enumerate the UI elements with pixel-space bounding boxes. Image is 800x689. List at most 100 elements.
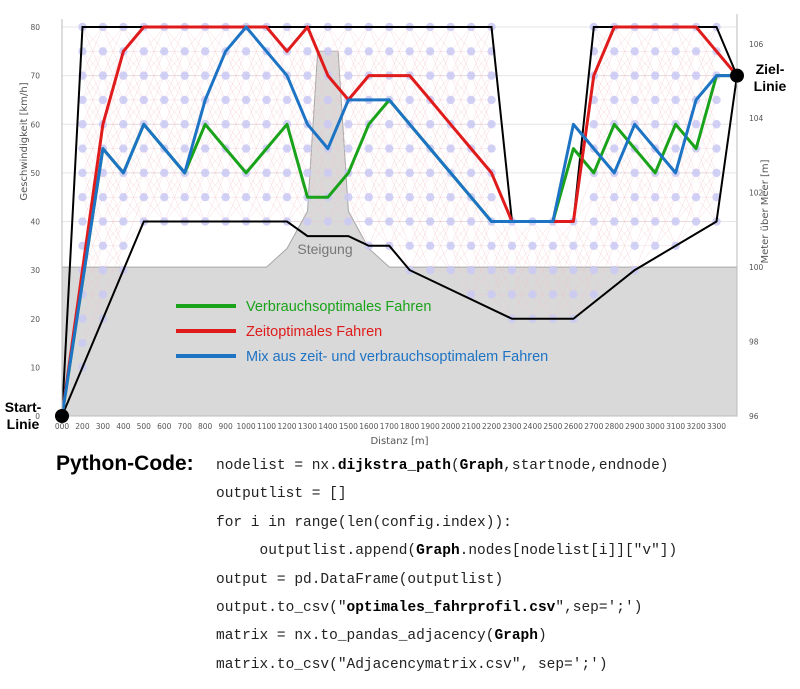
graph-edge <box>634 75 656 125</box>
graph-node <box>282 95 292 105</box>
x-tick-label: 800 <box>198 422 213 431</box>
graph-edge <box>532 270 554 319</box>
graph-edge <box>307 51 329 76</box>
code-block: nodelist = nx.dijkstra_path(Graph,startn… <box>216 452 677 679</box>
graph-edge <box>430 26 451 52</box>
graph-node <box>262 95 271 105</box>
graph-edge <box>409 51 431 76</box>
graph-edge <box>409 221 431 246</box>
graph-edge <box>164 99 185 125</box>
graph-node <box>589 241 599 251</box>
x-tick-label: 900 <box>218 422 233 431</box>
graph-edge <box>327 148 349 198</box>
graph-edge <box>82 294 104 319</box>
graph-edge <box>245 172 267 198</box>
graph-edge <box>614 172 635 222</box>
graph-node <box>671 144 680 153</box>
y2-tick-label: 100 <box>749 263 764 272</box>
graph-edge <box>470 99 492 125</box>
graph-edge <box>327 99 349 125</box>
graph-edge <box>368 124 390 149</box>
graph-edge <box>409 172 431 222</box>
graph-edge <box>327 148 349 174</box>
graph-node <box>671 71 680 80</box>
graph-edge <box>164 197 185 222</box>
x-tick-label: 600 <box>157 422 172 431</box>
graph-edge <box>368 148 390 198</box>
graph-edge <box>327 26 349 76</box>
graph-node <box>139 192 149 202</box>
graph-edge <box>532 269 554 295</box>
graph-edge <box>266 51 288 101</box>
graph-node <box>344 120 353 129</box>
graph-edge <box>655 26 676 52</box>
x-tick-label: 1600 <box>359 422 378 431</box>
graph-node <box>466 217 476 226</box>
graph-edge <box>389 148 410 198</box>
graph-edge <box>695 75 717 125</box>
graph-edge <box>470 26 492 52</box>
graph-edge <box>266 148 288 174</box>
graph-edge <box>348 148 369 174</box>
graph-node <box>569 290 578 299</box>
graph-edge <box>225 26 247 76</box>
start-label: Start-Linie <box>5 399 42 432</box>
graph-edge <box>695 172 717 222</box>
graph-edge <box>184 26 206 52</box>
legend: Verbrauchsoptimales Fahren Zeitoptimales … <box>176 299 548 365</box>
graph-edge <box>307 148 329 198</box>
graph-node <box>200 47 210 56</box>
graph-node <box>323 217 333 226</box>
graph-edge <box>389 51 410 76</box>
graph-edge <box>348 51 369 76</box>
graph-edge <box>593 99 615 125</box>
graph-node <box>671 47 680 56</box>
x-tick-label: 1500 <box>339 422 358 431</box>
graph-edge <box>143 75 165 101</box>
graph-edge <box>470 51 492 101</box>
graph-node <box>303 144 312 153</box>
graph-edge <box>409 75 431 125</box>
graph-edge <box>245 124 267 149</box>
graph-node <box>98 192 108 202</box>
graph-edge <box>204 124 226 173</box>
graph-edge <box>225 51 247 76</box>
graph-edge <box>695 148 717 174</box>
graph-edge <box>82 99 104 125</box>
graph-node <box>425 47 435 56</box>
y-tick-label: 70 <box>30 72 40 81</box>
graph-edge <box>593 124 615 149</box>
graph-edge <box>634 124 656 173</box>
graph-edge <box>675 51 697 76</box>
graph-edge <box>123 172 144 198</box>
graph-edge <box>286 172 308 222</box>
graph-node <box>466 47 476 56</box>
graph-edge <box>429 99 451 149</box>
graph-node <box>610 241 619 251</box>
graph-edge <box>450 99 472 125</box>
graph-edge <box>164 148 185 198</box>
x-tick-label: 3000 <box>646 422 665 431</box>
graph-edge <box>654 197 676 246</box>
graph-edge <box>266 197 288 222</box>
graph-node <box>650 95 660 105</box>
graph-edge <box>634 197 656 246</box>
end-marker <box>730 68 744 83</box>
graph-edge <box>307 148 329 174</box>
graph-edge <box>552 221 574 246</box>
graph-node <box>446 241 455 251</box>
graph-edge <box>307 99 329 149</box>
graph-edge <box>470 124 492 149</box>
x-tick-label: 2200 <box>482 422 501 431</box>
graph-edge <box>614 75 635 125</box>
graph-edge <box>143 51 165 76</box>
graph-edge <box>286 75 308 101</box>
graph-edge <box>634 172 656 198</box>
graph-edge <box>164 26 185 52</box>
graph-edge <box>389 172 410 222</box>
graph-node <box>630 71 639 80</box>
graph-edge <box>695 197 717 222</box>
graph-node <box>98 95 108 105</box>
graph-edge <box>409 148 431 198</box>
terrain <box>61 50 738 417</box>
